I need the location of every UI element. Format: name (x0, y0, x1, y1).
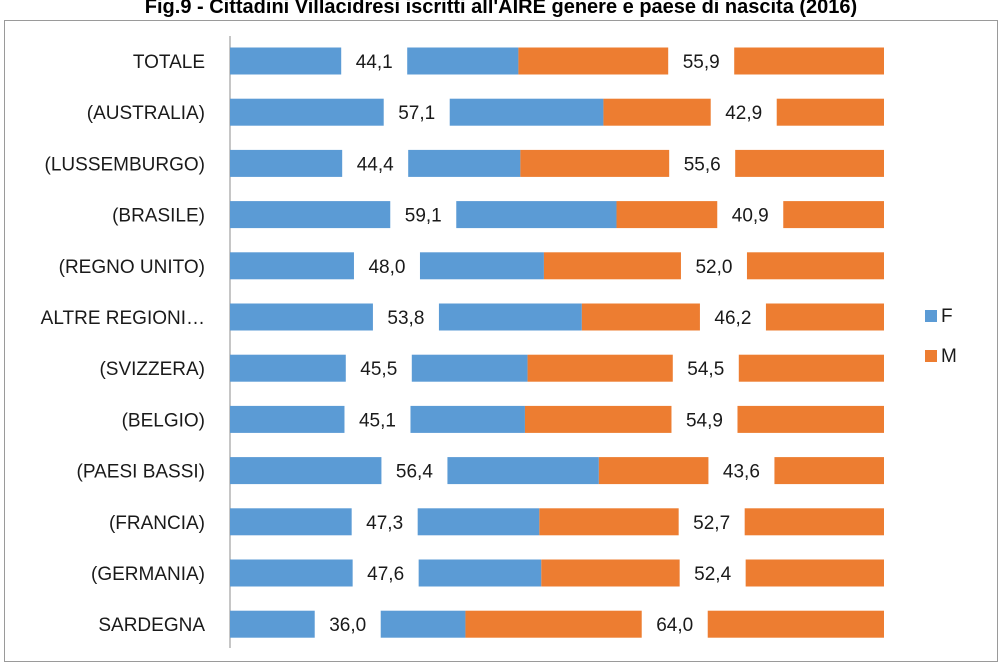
data-label: 52,0 (695, 257, 732, 278)
category-label: (AUSTRALIA) (87, 103, 205, 124)
data-label: 45,5 (360, 359, 397, 380)
category-label: ALTRE REGIONI… (41, 308, 205, 329)
category-label: (BRASILE) (112, 206, 205, 227)
category-label: (FRANCIA) (109, 513, 205, 534)
data-label: 55,6 (684, 154, 721, 175)
data-label-box (641, 607, 708, 642)
data-label-box (679, 556, 746, 590)
data-label-box (672, 351, 739, 386)
data-label-box (351, 504, 418, 539)
data-label-box (710, 95, 777, 130)
category-label: (SVIZZERA) (99, 359, 205, 380)
data-label-box (669, 146, 736, 181)
data-label: 46,2 (714, 308, 751, 329)
data-label: 45,1 (359, 410, 396, 431)
data-label: 40,9 (732, 206, 769, 227)
data-label-box (668, 44, 735, 78)
chart-frame (4, 20, 998, 662)
data-label-box (671, 402, 738, 437)
data-label: 47,3 (366, 513, 403, 534)
legend: FM (925, 306, 957, 367)
data-label-box (708, 453, 775, 488)
data-label-box (341, 44, 408, 78)
data-label-box (699, 300, 766, 334)
data-label: 54,5 (687, 359, 724, 380)
data-label: 56,4 (396, 462, 433, 483)
data-label: 48,0 (368, 257, 405, 278)
data-label: 53,8 (387, 308, 424, 329)
category-label: (LUSSEMBURGO) (45, 154, 205, 175)
category-label: TOTALE (133, 52, 205, 73)
data-label: 42,9 (725, 103, 762, 124)
data-label-box (383, 95, 450, 130)
data-label-box (344, 402, 411, 437)
data-label: 64,0 (656, 615, 693, 636)
data-label: 54,9 (686, 410, 723, 431)
data-label: 52,4 (694, 564, 731, 585)
legend-label-m: M (941, 346, 957, 367)
chart-title: Fig.9 - Cittadini Villacidresi iscritti … (144, 0, 858, 18)
data-label: 44,1 (356, 52, 393, 73)
data-label: 36,0 (329, 615, 366, 636)
data-label: 59,1 (405, 206, 442, 227)
data-label: 44,4 (357, 154, 394, 175)
data-label-box (345, 351, 412, 386)
category-label: (GERMANIA) (91, 564, 205, 585)
bars: 44,1 55,9 57,1 42,9 44,4 55,6 59,1 40,9 48,0 52,0… (230, 44, 884, 642)
data-label-box (342, 146, 409, 181)
data-label: 43,6 (723, 462, 760, 483)
data-label-box (352, 556, 419, 590)
data-label: 57,1 (398, 103, 435, 124)
data-label-box (381, 453, 448, 488)
category-label: (BELGIO) (122, 410, 205, 431)
legend-swatch-m (925, 350, 937, 362)
data-label-box (717, 197, 784, 232)
data-label-box (353, 248, 420, 283)
category-label: (REGNO UNITO) (59, 257, 205, 278)
data-label-box (680, 248, 747, 283)
data-label: 55,9 (683, 52, 720, 73)
data-label: 47,6 (367, 564, 404, 585)
category-labels: TOTALE (AUSTRALIA) (LUSSEMBURGO) (BRASILE) (… (41, 52, 206, 636)
data-label-box (314, 607, 381, 642)
data-label-box (390, 197, 457, 232)
category-label: (PAESI BASSI) (77, 462, 205, 483)
data-label-box (372, 300, 439, 334)
category-label: SARDEGNA (98, 615, 205, 636)
data-label-box (678, 504, 745, 539)
data-label: 52,7 (693, 513, 730, 534)
legend-label-f: F (941, 306, 953, 327)
legend-swatch-f (925, 310, 937, 322)
